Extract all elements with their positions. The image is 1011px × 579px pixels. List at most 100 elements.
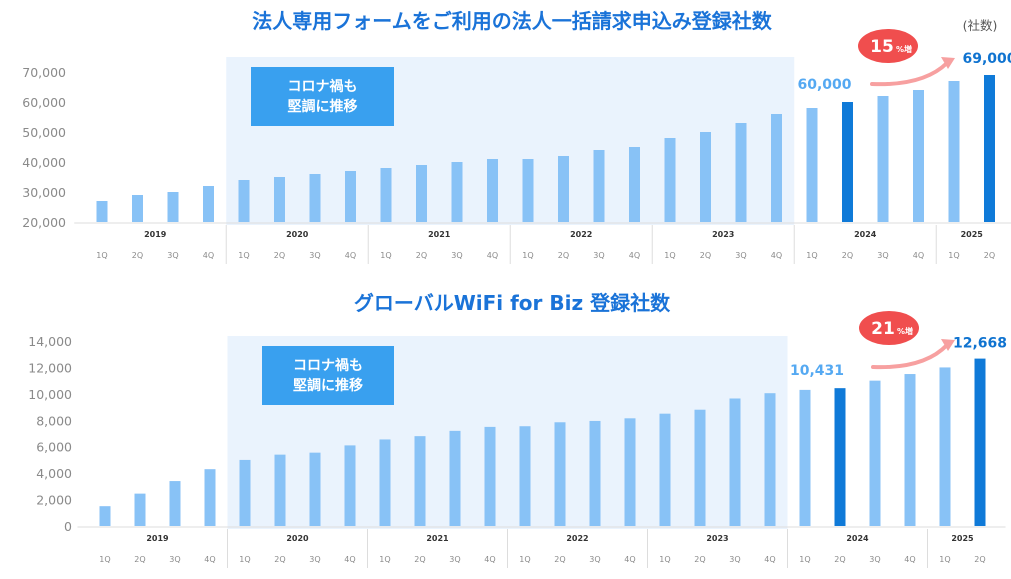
bar (414, 436, 426, 526)
covid-callout-text: 堅調に推移 (288, 98, 358, 115)
quarter-label: 4Q (629, 251, 640, 260)
bar (379, 439, 391, 526)
quarter-label: 4Q (203, 251, 214, 260)
quarter-label: 3Q (869, 555, 880, 564)
quarter-label: 3Q (309, 555, 320, 564)
bar (554, 422, 566, 526)
bar-highlight (984, 75, 995, 222)
bar (449, 430, 461, 526)
quarter-label: 4Q (764, 555, 775, 564)
growth-number: 21 (871, 319, 895, 339)
quarter-label: 2Q (132, 251, 143, 260)
quarter-label: 2Q (558, 251, 569, 260)
covid-callout-text: 堅調に推移 (293, 377, 363, 394)
bar (700, 132, 711, 222)
quarter-label: 2Q (274, 555, 285, 564)
quarter-label: 2Q (694, 555, 705, 564)
bar (735, 123, 747, 222)
year-label: 2023 (712, 230, 734, 239)
y-tick-label: 10,000 (28, 387, 72, 402)
value-label: 10,431 (790, 363, 844, 379)
quarter-label: 2Q (554, 555, 565, 564)
quarter-label: 2Q (842, 251, 853, 260)
bar (764, 393, 776, 526)
quarter-label: 3Q (735, 251, 746, 260)
y-tick-label: 70,000 (22, 65, 66, 80)
value-label: 12,668 (953, 336, 1007, 352)
quarter-label: 4Q (487, 251, 498, 260)
bar-highlight (842, 102, 853, 222)
y-tick-label: 50,000 (22, 125, 66, 140)
bar (799, 389, 811, 526)
year-label: 2020 (286, 534, 309, 543)
year-label: 2025 (961, 230, 984, 239)
year-label: 2020 (286, 230, 309, 239)
y-tick-label: 40,000 (22, 155, 66, 170)
quarter-label: 4Q (204, 555, 215, 564)
growth-arrow (871, 343, 949, 370)
quarter-label: 1Q (379, 555, 390, 564)
quarter-label: 2Q (274, 251, 285, 260)
y-tick-label: 2,000 (36, 493, 72, 508)
bar (96, 201, 108, 222)
growth-number: 15 (870, 37, 894, 57)
bar (167, 192, 179, 222)
covid-callout-box (262, 346, 394, 405)
year-label: 2019 (146, 534, 169, 543)
growth-arrow-head (941, 57, 955, 69)
chart-1: 法人専用フォームをご利用の法人一括請求申込み登録社数 20,000 30,000 40… (22, 9, 1011, 264)
chart-2: グローバルWiFi for Biz 登録社数 0 2,000 4,000 6,000 8,… (28, 291, 1007, 568)
quarter-label: 2Q (700, 251, 711, 260)
covid-callout-box (251, 67, 394, 126)
bar-highlight (974, 358, 986, 526)
chart-title: グローバルWiFi for Biz 登録社数 (354, 291, 671, 315)
quarter-label: 1Q (659, 555, 670, 564)
bar (904, 374, 916, 526)
unit-label: (社数) (963, 18, 998, 33)
year-label: 2021 (428, 230, 451, 239)
bar (913, 90, 924, 222)
quarter-label: 1Q (380, 251, 391, 260)
bar (344, 445, 356, 526)
value-label: 69,000 (962, 51, 1011, 67)
quarter-label: 1Q (99, 555, 110, 564)
bar (99, 506, 111, 526)
quarter-label: 4Q (913, 251, 924, 260)
quarter-label: 3Q (449, 555, 460, 564)
quarter-label: 3Q (729, 555, 740, 564)
y-tick-label: 4,000 (36, 466, 72, 481)
bar (484, 426, 496, 526)
bar (134, 493, 146, 526)
covid-callout-text: コロナ禍も (293, 357, 363, 374)
bar (558, 156, 569, 222)
year-label: 2024 (846, 534, 869, 543)
bar (309, 174, 321, 222)
bar (877, 96, 889, 222)
bar (345, 171, 356, 222)
year-label: 2022 (566, 534, 588, 543)
bar (238, 180, 250, 222)
bar (948, 81, 960, 222)
bar-highlight (834, 388, 846, 526)
quarter-label: 1Q (806, 251, 817, 260)
bar (274, 454, 286, 526)
quarter-label: 2Q (414, 555, 425, 564)
quarter-label: 1Q (239, 555, 250, 564)
bar (659, 413, 671, 526)
quarter-label: 1Q (238, 251, 249, 260)
bar (522, 159, 534, 222)
growth-arrow (870, 61, 949, 87)
bar (204, 469, 216, 526)
y-tick-label: 60,000 (22, 95, 66, 110)
y-tick-label: 20,000 (22, 215, 66, 230)
quarter-label: 1Q (664, 251, 675, 260)
chart-title: 法人専用フォームをご利用の法人一括請求申込み登録社数 (252, 9, 772, 33)
year-label: 2019 (144, 230, 167, 239)
quarter-label: 3Q (167, 251, 178, 260)
bar (451, 162, 463, 222)
growth-bubble (858, 29, 918, 63)
year-label: 2021 (426, 534, 449, 543)
quarter-label: 1Q (96, 251, 107, 260)
quarter-label: 2Q (984, 251, 995, 260)
y-tick-label: 6,000 (36, 440, 72, 455)
